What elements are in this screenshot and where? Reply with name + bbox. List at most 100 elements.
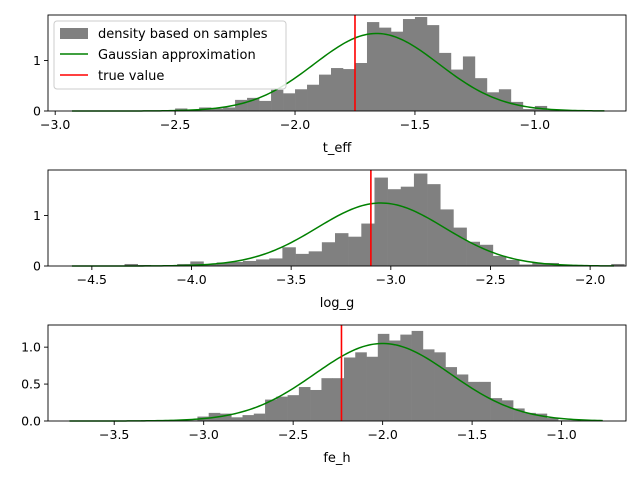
histogram-bar — [331, 68, 344, 111]
histogram-bar — [513, 408, 525, 421]
histogram-bar — [287, 395, 300, 421]
histogram-bar — [492, 255, 507, 266]
histogram-bar — [450, 69, 464, 111]
histogram-bar — [510, 101, 524, 111]
legend-hist-label: density based on samples — [98, 27, 268, 42]
plot-frame — [47, 324, 627, 422]
x-tick-label: −1.0 — [546, 427, 576, 442]
x-tick-label: −2.0 — [280, 117, 310, 132]
histogram-bar — [242, 415, 255, 421]
histogram-bar — [535, 413, 548, 421]
histogram-bar — [422, 349, 435, 421]
histogram-bar — [374, 177, 388, 266]
y-tick-label: 0 — [33, 104, 41, 119]
histogram-bar — [390, 31, 404, 112]
histogram-bar — [438, 52, 452, 111]
histogram-bar — [321, 378, 334, 421]
plot-frame — [47, 169, 627, 267]
x-axis-label: t_eff — [323, 141, 353, 156]
histogram-bar — [366, 356, 379, 421]
histogram-bar — [400, 186, 415, 266]
histogram-bar — [532, 262, 546, 266]
y-tick-label: 0.5 — [21, 377, 41, 392]
histogram-bar — [259, 100, 272, 111]
histogram-bar — [522, 108, 536, 111]
x-tick-label: −4.0 — [176, 272, 206, 287]
histogram-bar — [124, 263, 138, 266]
histogram-bar — [216, 262, 231, 266]
legend-true-label: true value — [98, 69, 164, 84]
histogram-bar — [229, 261, 244, 266]
histogram-bar — [427, 184, 441, 266]
x-tick-label: −2.0 — [575, 272, 605, 287]
histogram-bar — [402, 19, 416, 111]
x-tick-label: −2.0 — [367, 427, 397, 442]
histogram-bars — [141, 330, 582, 421]
histogram-bar — [321, 242, 336, 266]
histogram-bar — [474, 78, 488, 111]
histogram-bar — [354, 63, 368, 111]
histogram-bar — [426, 25, 440, 111]
histogram-bar — [413, 173, 428, 266]
x-axis-label: log_g — [320, 296, 355, 311]
histogram-bar — [308, 251, 323, 266]
histogram-bar — [466, 241, 481, 266]
histogram-bar — [387, 189, 402, 266]
histogram-bar — [298, 387, 311, 421]
histogram-bar — [343, 357, 356, 421]
histogram-bar — [611, 263, 625, 266]
histogram-bar — [342, 69, 356, 111]
y-tick-label: 1.0 — [21, 340, 41, 355]
histogram-bar — [235, 99, 248, 111]
y-tick-label: 1 — [33, 208, 41, 223]
histogram-bar — [411, 330, 424, 421]
histogram-bar — [445, 367, 458, 421]
histogram-bar — [256, 259, 270, 266]
histogram-bar — [462, 56, 476, 111]
x-tick-label: −3.5 — [99, 427, 129, 442]
histogram-bar — [546, 418, 559, 421]
histogram-bar — [400, 334, 412, 421]
histogram-bar — [479, 244, 494, 266]
x-tick-label: −3.0 — [376, 272, 406, 287]
histogram-bar — [366, 22, 380, 111]
panel-fe-h: fe_h −3.5 −3.0 −2.5 −2.0 −1.5 −1.0 0.0 0.5 1.0 — [21, 324, 627, 466]
histogram-bar — [211, 108, 224, 111]
histogram-bar — [348, 236, 362, 266]
histogram-bar — [283, 93, 296, 111]
panel-log-g: log_g −4.5 −4.0 −3.5 −3.0 −2.5 −2.0 0 1 — [33, 169, 627, 311]
histogram-bar — [271, 89, 284, 111]
legend-box — [53, 20, 287, 90]
histogram-bar — [223, 107, 236, 111]
x-tick-label: −2.5 — [278, 427, 308, 442]
histogram-bar — [546, 109, 560, 111]
histogram-bar — [276, 396, 288, 421]
histogram-bar — [378, 27, 392, 112]
histogram-bar — [203, 264, 217, 266]
histogram-bar — [242, 260, 257, 266]
histogram-bar — [524, 412, 536, 421]
histogram-bar — [265, 399, 277, 421]
histogram-bar — [434, 352, 446, 421]
histogram-bars — [71, 173, 625, 266]
histogram-bar — [355, 352, 367, 421]
x-tick-label: −4.5 — [77, 272, 107, 287]
panel-t-eff: t_eff −3.0 −2.5 −2.0 −1.5 −1.0 0 1 — [33, 14, 627, 156]
histogram-bar — [282, 247, 296, 266]
x-tick-label: −3.0 — [189, 427, 219, 442]
histogram-bar — [453, 227, 467, 266]
histogram-bar — [498, 89, 512, 111]
x-tick-label: −1.5 — [400, 117, 430, 132]
histogram-bar — [269, 258, 283, 266]
y-tick-label: 1 — [33, 53, 41, 68]
y-tick-label: 0 — [33, 259, 41, 274]
histogram-bar — [335, 233, 349, 266]
histogram-bar — [190, 261, 204, 266]
y-tick-label: 0.0 — [21, 414, 41, 429]
histogram-bar — [307, 84, 320, 111]
histogram-bar — [440, 209, 454, 266]
x-tick-label: −2.5 — [475, 272, 505, 287]
histogram-bar — [361, 223, 375, 266]
histogram-bar — [479, 381, 491, 421]
